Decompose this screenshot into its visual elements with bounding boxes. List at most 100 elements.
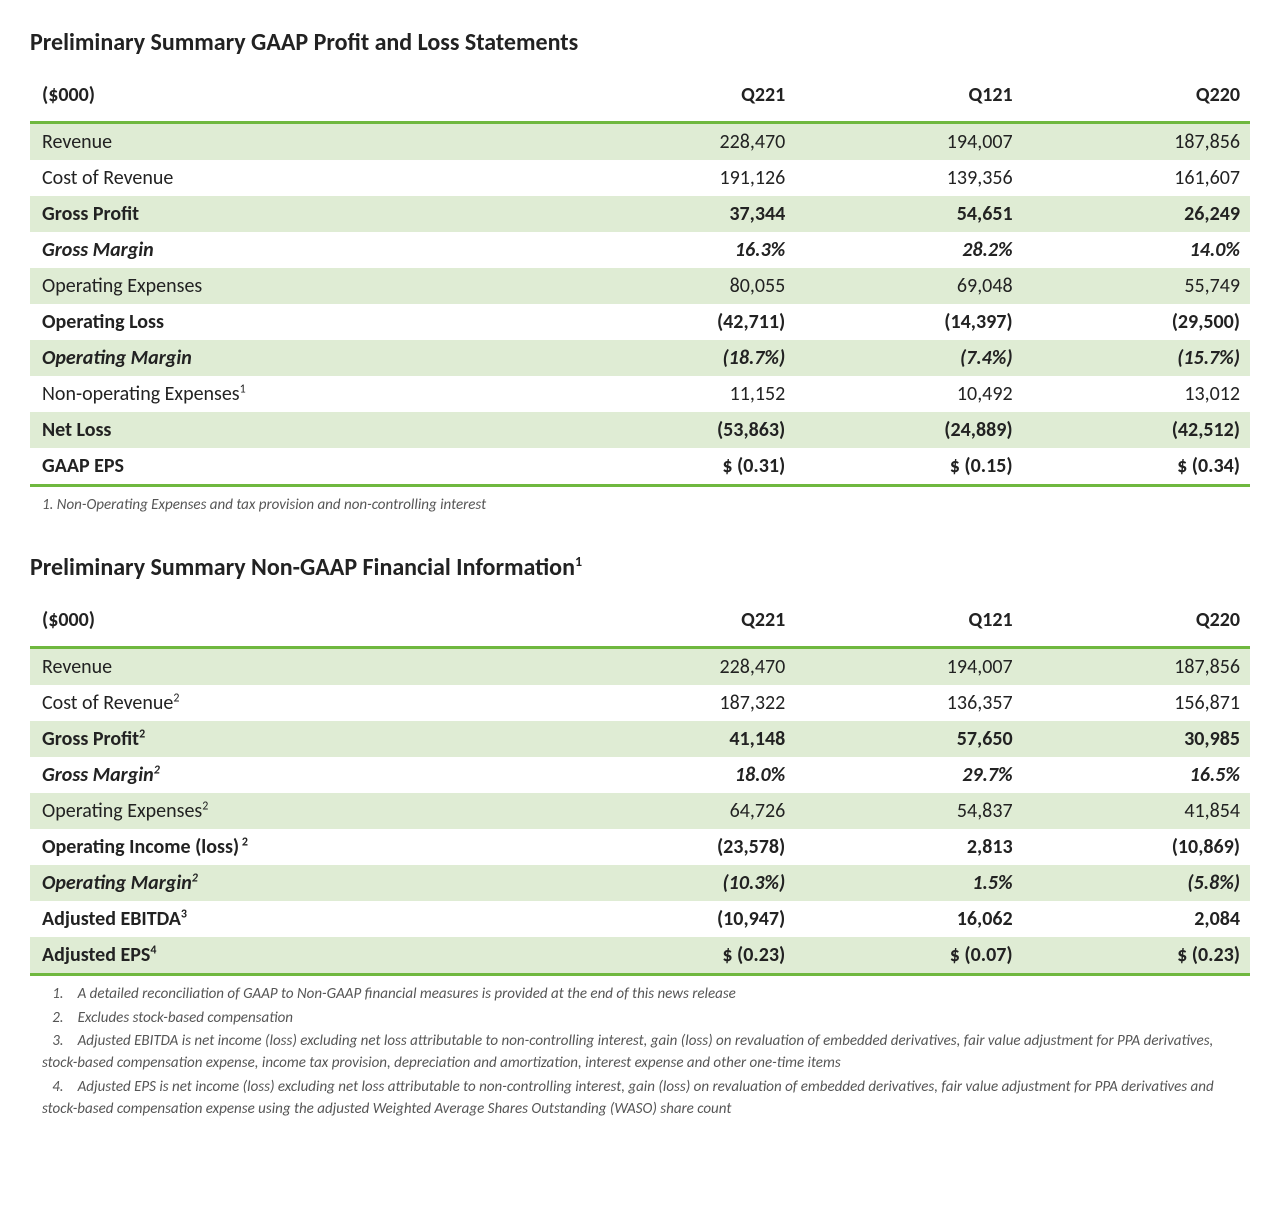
table-row: Operating Expenses264,72654,83741,854 — [30, 793, 1250, 829]
table-header: ($000)Q221Q121Q220 — [30, 77, 1250, 123]
table-row: Operating Margin2(10.3%)1.5%(5.8%) — [30, 865, 1250, 901]
row-label: Adjusted EBITDA3 — [30, 901, 568, 937]
row-label: Revenue — [30, 123, 568, 161]
cell-value: (53,863) — [568, 412, 795, 448]
section-title: Preliminary Summary GAAP Profit and Loss… — [30, 28, 1250, 57]
cell-value: 136,357 — [795, 685, 1022, 721]
cell-value: 26,249 — [1023, 196, 1250, 232]
cell-value: 13,012 — [1023, 376, 1250, 412]
cell-value: (10,947) — [568, 901, 795, 937]
cell-value: 18.0% — [568, 757, 795, 793]
cell-value: 29.7% — [795, 757, 1022, 793]
row-label-text: GAAP EPS — [42, 454, 124, 478]
cell-value: $ (0.15) — [795, 448, 1022, 486]
column-header: Q121 — [795, 602, 1022, 648]
footnotes: 1. Non-Operating Expenses and tax provis… — [42, 495, 1250, 517]
footnote: 1. Non-Operating Expenses and tax provis… — [42, 495, 1250, 517]
financial-table: ($000)Q221Q121Q220Revenue228,470194,0071… — [30, 602, 1250, 976]
table-row: Cost of Revenue2 187,322136,357156,871 — [30, 685, 1250, 721]
cell-value: 54,837 — [795, 793, 1022, 829]
cell-value: 55,749 — [1023, 268, 1250, 304]
table-row: Revenue 228,470194,007187,856 — [30, 123, 1250, 161]
row-label: Gross Margin2 — [30, 757, 568, 793]
column-header: ($000) — [30, 602, 568, 648]
row-label: Operating Loss — [30, 304, 568, 340]
footnotes: 1. A detailed reconciliation of GAAP to … — [42, 984, 1250, 1121]
cell-value: 228,470 — [568, 123, 795, 161]
footnote: 3. Adjusted EBITDA is net income (loss) … — [42, 1031, 1250, 1075]
table-row: Adjusted EBITDA3(10,947)16,0622,084 — [30, 901, 1250, 937]
cell-value: $ (0.07) — [795, 937, 1022, 975]
footnote-number: 2. — [52, 1008, 74, 1030]
row-label-text: Operating Margin — [42, 346, 192, 370]
table-row: Gross Profit37,34454,65126,249 — [30, 196, 1250, 232]
row-label-text: Cost of Revenue — [42, 691, 173, 715]
cell-value: 16.5% — [1023, 757, 1250, 793]
cell-value: 187,322 — [568, 685, 795, 721]
row-label-text: Operating Income (loss) — [42, 835, 239, 859]
cell-value: 16.3% — [568, 232, 795, 268]
cell-value: 41,148 — [568, 721, 795, 757]
cell-value: $ (0.23) — [1023, 937, 1250, 975]
row-label: Operating Margin — [30, 340, 568, 376]
cell-value: 69,048 — [795, 268, 1022, 304]
cell-value: 2,813 — [795, 829, 1022, 865]
row-label: Net Loss — [30, 412, 568, 448]
row-superscript: 2 — [202, 799, 208, 813]
row-superscript: 2 — [173, 691, 179, 705]
footnote-text: 1. Non-Operating Expenses and tax provis… — [42, 496, 486, 514]
row-label-text: Gross Margin — [42, 763, 154, 787]
row-superscript: 4 — [150, 943, 156, 957]
row-label: Cost of Revenue — [30, 160, 568, 196]
cell-value: (24,889) — [795, 412, 1022, 448]
cell-value: 28.2% — [795, 232, 1022, 268]
row-superscript: 2 — [154, 763, 160, 777]
cell-value: (42,512) — [1023, 412, 1250, 448]
cell-value: (14,397) — [795, 304, 1022, 340]
column-header: Q121 — [795, 77, 1022, 123]
table-row: Net Loss(53,863)(24,889)(42,512) — [30, 412, 1250, 448]
column-header: Q221 — [568, 77, 795, 123]
cell-value: 41,854 — [1023, 793, 1250, 829]
cell-value: $ (0.23) — [568, 937, 795, 975]
cell-value: (15.7%) — [1023, 340, 1250, 376]
row-label-text: Revenue — [42, 130, 112, 154]
footnote-number: 4. — [52, 1077, 74, 1099]
cell-value: 80,055 — [568, 268, 795, 304]
financial-tables-document: Preliminary Summary GAAP Profit and Loss… — [30, 28, 1250, 1120]
row-label: GAAP EPS — [30, 448, 568, 486]
row-superscript: 2 — [192, 871, 198, 885]
row-superscript: 2 — [239, 835, 248, 849]
table-row: Adjusted EPS4$ (0.23)$ (0.07)$ (0.23) — [30, 937, 1250, 975]
cell-value: 156,871 — [1023, 685, 1250, 721]
cell-value: 16,062 — [795, 901, 1022, 937]
cell-value: 1.5% — [795, 865, 1022, 901]
row-label-text: Operating Expenses — [42, 799, 202, 823]
column-header: Q220 — [1023, 77, 1250, 123]
row-label-text: Cost of Revenue — [42, 166, 173, 190]
footnote-number: 3. — [52, 1031, 74, 1053]
cell-value: 30,985 — [1023, 721, 1250, 757]
cell-value: 194,007 — [795, 123, 1022, 161]
cell-value: 14.0% — [1023, 232, 1250, 268]
cell-value: (5.8%) — [1023, 865, 1250, 901]
cell-value: 187,856 — [1023, 123, 1250, 161]
cell-value: 194,007 — [795, 647, 1022, 685]
cell-value: (18.7%) — [568, 340, 795, 376]
cell-value: (29,500) — [1023, 304, 1250, 340]
row-label-text: Non-operating Expenses — [42, 382, 240, 406]
table-row: Operating Expenses80,05569,04855,749 — [30, 268, 1250, 304]
table-row: GAAP EPS$ (0.31)$ (0.15)$ (0.34) — [30, 448, 1250, 486]
row-label-text: Operating Margin — [42, 871, 192, 895]
cell-value: (10,869) — [1023, 829, 1250, 865]
row-label-text: Gross Margin — [42, 238, 154, 262]
row-label-text: Gross Profit — [42, 202, 139, 226]
footnote: 4. Adjusted EPS is net income (loss) exc… — [42, 1077, 1250, 1121]
row-label: Operating Expenses2 — [30, 793, 568, 829]
table-row: Operating Loss(42,711)(14,397)(29,500) — [30, 304, 1250, 340]
table-row: Revenue228,470194,007187,856 — [30, 647, 1250, 685]
table-row: Operating Income (loss) 2(23,578)2,813(1… — [30, 829, 1250, 865]
cell-value: 64,726 — [568, 793, 795, 829]
title-superscript: 1 — [575, 553, 582, 570]
section-title-text: Preliminary Summary GAAP Profit and Loss… — [30, 28, 578, 57]
